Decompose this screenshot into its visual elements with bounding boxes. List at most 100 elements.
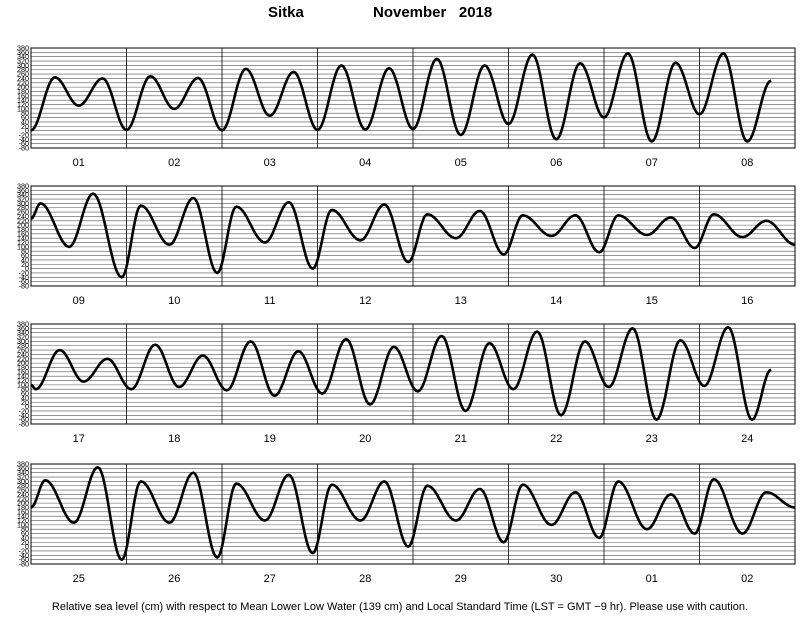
x-tick-label: 07 [646, 157, 658, 169]
y-tick-label: 220 [17, 354, 29, 363]
y-tick-label: 60 [21, 251, 29, 260]
y-tick-label: 340 [17, 190, 29, 199]
x-tick-label: 03 [264, 157, 276, 169]
y-tick-label: 220 [17, 494, 29, 503]
y-tick-label: 40 [21, 117, 29, 126]
chart-title: Sitka November 2018 [0, 4, 800, 26]
y-tick-label: 380 [17, 320, 29, 329]
x-tick-label: 14 [550, 295, 562, 307]
y-tick-label: 40 [21, 533, 29, 542]
x-tick-label: 11 [264, 295, 275, 307]
y-tick-label: 120 [17, 100, 29, 109]
y-tick-label: 340 [17, 328, 29, 337]
y-tick-label: 240 [17, 212, 29, 221]
y-tick-label: 160 [17, 229, 29, 238]
y-tick-label: 200 [17, 83, 29, 92]
x-tick-label: 05 [455, 157, 467, 169]
y-tick-label: 0 [25, 402, 29, 411]
y-tick-label: 40 [21, 393, 29, 402]
y-tick-label: 180 [17, 363, 29, 372]
y-tick-label: 0 [25, 126, 29, 135]
y-tick-label: 240 [17, 490, 29, 499]
y-tick-label: 180 [17, 503, 29, 512]
y-tick-label: 60 [21, 529, 29, 538]
y-tick-label: -60 [19, 139, 29, 148]
y-tick-label: -40 [19, 411, 29, 420]
x-tick-label: 29 [455, 573, 467, 585]
x-tick-label: 06 [550, 157, 562, 169]
y-tick-label: 100 [17, 380, 29, 389]
y-tick-label: 320 [17, 473, 29, 482]
y-tick-label: 120 [17, 238, 29, 247]
y-tick-label: 360 [17, 464, 29, 473]
x-tick-label: 08 [741, 157, 753, 169]
y-tick-label: 240 [17, 74, 29, 83]
y-tick-label: 120 [17, 516, 29, 525]
y-tick-label: 360 [17, 48, 29, 57]
y-tick-label: 140 [17, 372, 29, 381]
y-tick-label: 260 [17, 70, 29, 79]
y-tick-label: 100 [17, 242, 29, 251]
y-tick-label: -60 [19, 277, 29, 286]
y-tick-label: 140 [17, 96, 29, 105]
tide-curve [30, 192, 796, 279]
x-tick-label: 26 [168, 573, 180, 585]
y-tick-label: 20 [21, 122, 29, 131]
y-tick-label: 200 [17, 499, 29, 508]
y-tick-label: 300 [17, 61, 29, 70]
y-tick-label: 300 [17, 337, 29, 346]
x-tick-label: 27 [264, 573, 276, 585]
y-tick-label: 380 [17, 460, 29, 469]
y-tick-label: 180 [17, 87, 29, 96]
y-tick-label: 240 [17, 350, 29, 359]
x-tick-label: 28 [359, 573, 371, 585]
x-tick-label: 16 [741, 295, 753, 307]
y-tick-label: 340 [17, 468, 29, 477]
y-tick-label: -40 [19, 273, 29, 282]
y-tick-label: 180 [17, 225, 29, 234]
month-year: November 2018 [373, 4, 493, 21]
y-tick-label: 260 [17, 346, 29, 355]
y-tick-label: -80 [19, 420, 29, 429]
y-tick-label: 220 [17, 78, 29, 87]
y-tick-label: -60 [19, 415, 29, 424]
panel-frame [30, 323, 796, 425]
y-tick-label: 0 [25, 264, 29, 273]
y-tick-label: 280 [17, 65, 29, 74]
y-tick-label: 220 [17, 216, 29, 225]
y-tick-label: 320 [17, 195, 29, 204]
y-tick-label: 360 [17, 186, 29, 195]
x-tick-label: 24 [741, 433, 753, 445]
y-tick-label: 380 [17, 44, 29, 53]
y-tick-label: 260 [17, 486, 29, 495]
x-tick-label: 18 [168, 433, 180, 445]
y-tick-label: -20 [19, 406, 29, 415]
y-tick-label: -20 [19, 268, 29, 277]
y-tick-label: -80 [19, 282, 29, 291]
y-tick-label: 160 [17, 367, 29, 376]
panel-frame [30, 47, 796, 149]
x-tick-label: 01 [646, 573, 658, 585]
y-tick-label: 260 [17, 208, 29, 217]
y-tick-label: 60 [21, 389, 29, 398]
station-name: Sitka [268, 4, 304, 21]
y-tick-label: 280 [17, 481, 29, 490]
y-tick-label: 80 [21, 109, 29, 118]
y-tick-label: 120 [17, 376, 29, 385]
x-tick-label: 02 [168, 157, 180, 169]
tide-curve [30, 326, 772, 421]
y-tick-label: 320 [17, 333, 29, 342]
y-tick-label: 20 [21, 538, 29, 547]
x-tick-label: 20 [359, 433, 371, 445]
chart-footnote: Relative sea level (cm) with respect to … [51, 601, 749, 613]
y-tick-label: 340 [17, 52, 29, 61]
y-tick-label: 80 [21, 247, 29, 256]
y-tick-label: -60 [19, 555, 29, 564]
y-tick-label: 300 [17, 199, 29, 208]
y-tick-label: 140 [17, 234, 29, 243]
x-tick-label: 09 [73, 295, 85, 307]
x-tick-label: 17 [73, 433, 85, 445]
panel-frame [30, 463, 796, 565]
y-tick-label: 160 [17, 91, 29, 100]
x-tick-label: 15 [646, 295, 658, 307]
